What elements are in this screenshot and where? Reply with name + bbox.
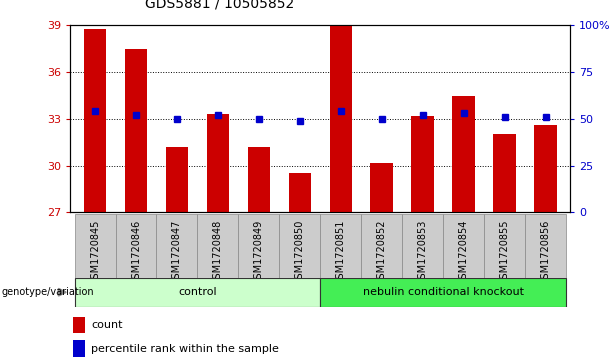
Bar — [84, 29, 106, 212]
Text: nebulin conditional knockout: nebulin conditional knockout — [363, 287, 524, 297]
Bar — [289, 174, 311, 212]
Text: GSM1720852: GSM1720852 — [377, 219, 387, 285]
Bar — [452, 95, 475, 212]
Bar — [238, 214, 280, 278]
Bar — [411, 116, 434, 212]
Bar — [75, 278, 320, 307]
Bar — [525, 214, 566, 278]
Text: GSM1720855: GSM1720855 — [500, 219, 509, 285]
Bar — [115, 214, 156, 278]
Text: GSM1720853: GSM1720853 — [417, 219, 428, 285]
Bar — [207, 114, 229, 212]
Text: GSM1720849: GSM1720849 — [254, 219, 264, 285]
Bar — [248, 147, 270, 212]
Text: GSM1720845: GSM1720845 — [90, 219, 100, 285]
Bar — [280, 214, 320, 278]
Text: GSM1720848: GSM1720848 — [213, 219, 223, 285]
Bar — [493, 134, 516, 212]
Bar — [75, 214, 115, 278]
Bar — [156, 214, 197, 278]
Bar — [74, 340, 85, 357]
Text: GSM1720856: GSM1720856 — [541, 219, 550, 285]
Text: GSM1720846: GSM1720846 — [131, 219, 141, 285]
Text: genotype/variation: genotype/variation — [1, 287, 94, 297]
Text: count: count — [91, 321, 123, 330]
Text: GSM1720851: GSM1720851 — [336, 219, 346, 285]
Bar — [74, 317, 85, 333]
Text: GSM1720850: GSM1720850 — [295, 219, 305, 285]
Bar — [166, 147, 188, 212]
Bar — [330, 25, 352, 212]
Bar — [535, 125, 557, 212]
Text: GSM1720854: GSM1720854 — [459, 219, 468, 285]
Bar — [361, 214, 402, 278]
Text: control: control — [178, 287, 217, 297]
Text: GSM1720847: GSM1720847 — [172, 219, 182, 285]
Bar — [125, 49, 147, 212]
Bar — [443, 214, 484, 278]
Bar — [320, 278, 566, 307]
Bar — [484, 214, 525, 278]
Bar — [197, 214, 238, 278]
Bar — [370, 163, 393, 212]
Bar — [402, 214, 443, 278]
Text: GDS5881 / 10505852: GDS5881 / 10505852 — [145, 0, 295, 11]
Text: percentile rank within the sample: percentile rank within the sample — [91, 344, 280, 354]
Bar — [320, 214, 361, 278]
